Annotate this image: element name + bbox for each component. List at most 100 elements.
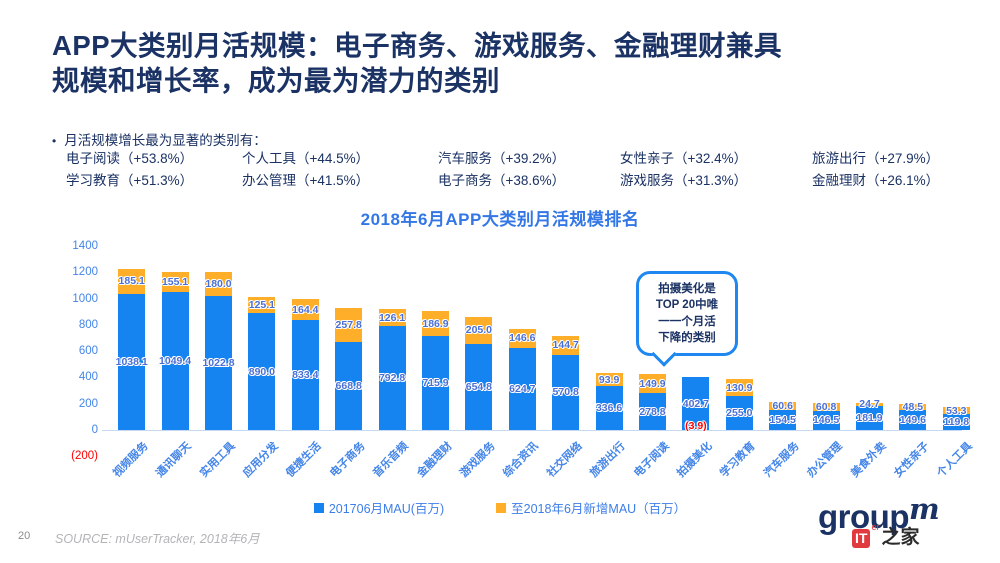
- bar-金融理财-growth: [422, 311, 449, 336]
- bar-label-通讯聊天-growth: 155.1: [161, 275, 189, 288]
- x-label-金融理财: 金融理财: [414, 440, 455, 480]
- bar-label-便捷生活-growth: 164.4: [292, 303, 319, 316]
- bar-音乐音频-growth: [378, 309, 406, 326]
- bar-label-游戏服务-growth: 205.0: [465, 324, 493, 337]
- x-label-美食外卖: 美食外卖: [848, 440, 889, 480]
- legend-label-growth: 至2018年6月新增MAU（百万）: [511, 502, 687, 516]
- bar-label-办公管理-mau: 146.5: [812, 414, 840, 427]
- bar-便捷生活-growth: [291, 298, 319, 321]
- legend-item-growth: 至2018年6月新增MAU（百万）: [496, 498, 686, 517]
- x-label-学习教育: 学习教育: [718, 440, 758, 480]
- x-label-游戏服务: 游戏服务: [457, 440, 498, 480]
- bar-label-拍摄美化-mau: 402.7: [682, 397, 710, 410]
- bar-个人工具-growth: [942, 407, 970, 415]
- bar-汽车服务-growth: [769, 401, 797, 410]
- ithome-er-text: er: [871, 522, 880, 532]
- bar-视频服务-growth: [118, 269, 146, 294]
- bar-社交网络-growth: [552, 335, 580, 355]
- bar-label-美食外卖-growth: 24.7: [859, 398, 880, 411]
- bar-label-办公管理-growth: 60.8: [815, 400, 837, 413]
- bar-label-音乐音频-mau: 792.8: [378, 371, 406, 384]
- groupm-logo: groupm ITer 之家: [818, 492, 968, 556]
- x-label-视频服务: 视频服务: [110, 440, 151, 480]
- bar-汽车服务-mau: [769, 409, 797, 430]
- bar-label-学习教育-growth: 130.9: [726, 381, 753, 394]
- x-label-社交网络: 社交网络: [544, 440, 585, 480]
- callout-line: 拍摄美化是: [658, 283, 716, 295]
- y-tick: 400: [78, 371, 98, 384]
- legend-swatch-blue-icon: [313, 502, 324, 513]
- bar-label-音乐音频-growth: 126.1: [378, 311, 406, 324]
- bar-label-汽车服务-growth: 60.6: [772, 399, 793, 412]
- x-label-办公管理: 办公管理: [805, 440, 845, 480]
- bar-电子阅读-growth: [639, 373, 666, 394]
- bar-旅游出行-mau: [595, 385, 623, 430]
- bar-label-应用分发-mau: 890.0: [248, 365, 276, 378]
- y-tick: 1000: [72, 292, 98, 305]
- bar-label-学习教育-mau: 255.0: [726, 407, 753, 420]
- x-label-便捷生活: 便捷生活: [284, 440, 324, 480]
- callout-photo-beautify: 拍摄美化是 TOP 20中唯 一一个月活 下降的类别: [636, 271, 738, 357]
- bar-游戏服务-mau: [465, 343, 493, 430]
- growth-item-1-0: 学习教育（+51.3%）: [66, 173, 194, 188]
- bar-label-通讯聊天-mau: 1049.4: [159, 355, 192, 368]
- bar-label-游戏服务-mau: 654.8: [465, 380, 493, 393]
- growth-table: 电子阅读（+53.8%） 个人工具（+44.5%） 汽车服务（+39.2%） 女性亲子…: [66, 148, 966, 191]
- growth-item-1-1: 办公管理（+41.5%）: [242, 173, 370, 188]
- bar-label-实用工具-mau: 1022.8: [202, 356, 235, 369]
- bar-通讯聊天-mau: [161, 292, 189, 430]
- bar-label-金融理财-mau: 715.9: [422, 376, 449, 389]
- bullet-icon: •: [52, 134, 57, 148]
- bar-label-综合资讯-mau: 624.7: [509, 382, 536, 395]
- bar-label-旅游出行-growth: 93.9: [598, 373, 620, 386]
- growth-item-0-3: 女性亲子（+32.4%）: [620, 151, 748, 166]
- bar-label-金融理财-growth: 186.9: [422, 317, 449, 330]
- growth-item-0-0: 电子阅读（+53.8%）: [66, 151, 194, 166]
- x-label-电子阅读: 电子阅读: [631, 440, 672, 480]
- y-tick: (200): [71, 450, 98, 463]
- bar-金融理财-mau: [422, 335, 449, 430]
- bar-应用分发-growth: [248, 296, 276, 314]
- growth-item-0-1: 个人工具（+44.5%）: [242, 151, 370, 166]
- x-label-汽车服务: 汽车服务: [761, 440, 802, 480]
- x-label-拍摄美化: 拍摄美化: [674, 440, 715, 480]
- logo-group-text: group: [818, 498, 909, 535]
- bar-办公管理-growth: [812, 402, 840, 411]
- bar-label-便捷生活-mau: 833.4: [292, 369, 319, 382]
- growth-item-0-2: 汽车服务（+39.2%）: [438, 151, 566, 166]
- y-tick: 1200: [72, 266, 98, 279]
- bar-label-旅游出行-mau: 336.6: [595, 401, 623, 414]
- growth-item-1-2: 电子商务（+38.6%）: [438, 173, 566, 188]
- bar-label-女性亲子-mau: 149.6: [899, 414, 927, 427]
- callout-line: 下降的类别: [658, 331, 716, 344]
- x-label-音乐音频: 音乐音频: [371, 440, 411, 480]
- x-label-个人工具: 个人工具: [935, 440, 975, 480]
- x-label-女性亲子: 女性亲子: [891, 440, 932, 480]
- ithome-it-badge: IT: [852, 529, 871, 548]
- bar-办公管理-mau: [812, 410, 840, 430]
- bar-美食外卖-growth: [856, 402, 883, 407]
- bar-label-美食外卖-mau: 181.9: [856, 412, 883, 425]
- bar-电子阅读-mau: [639, 393, 666, 430]
- bar-学习教育-mau: [725, 396, 753, 430]
- bar-label-视频服务-mau: 1038.1: [115, 355, 148, 368]
- y-tick: 200: [78, 397, 98, 410]
- bar-视频服务-mau: [118, 293, 146, 430]
- bullet-text: 月活规模增长最为显著的类别有：: [64, 133, 267, 148]
- bar-便捷生活-mau: [291, 320, 319, 430]
- bar-label-电子商务-growth: 257.8: [335, 319, 362, 332]
- page-title: APP大类别月活规模：电子商务、游戏服务、金融理财兼具 规模和增长率，成为最为潜…: [52, 28, 957, 98]
- ithome-watermark: ITer 之家: [852, 522, 919, 549]
- bar-旅游出行-growth: [595, 373, 623, 386]
- bar-综合资讯-mau: [508, 347, 536, 430]
- y-tick: 1400: [72, 240, 98, 252]
- legend-item-mau: 201706月MAU(百万): [313, 498, 445, 517]
- x-label-综合资讯: 综合资讯: [501, 440, 541, 480]
- bar-应用分发-mau: [248, 313, 276, 430]
- bar-社交网络-mau: [552, 354, 580, 430]
- source-note: SOURCE: mUserTracker, 2018年6月: [55, 532, 260, 546]
- x-label-应用分发: 应用分发: [240, 440, 281, 480]
- bar-label-电子阅读-growth: 149.9: [639, 377, 666, 390]
- bar-实用工具-growth: [205, 271, 232, 296]
- legend-label-mau: 201706月MAU(百万): [328, 502, 445, 516]
